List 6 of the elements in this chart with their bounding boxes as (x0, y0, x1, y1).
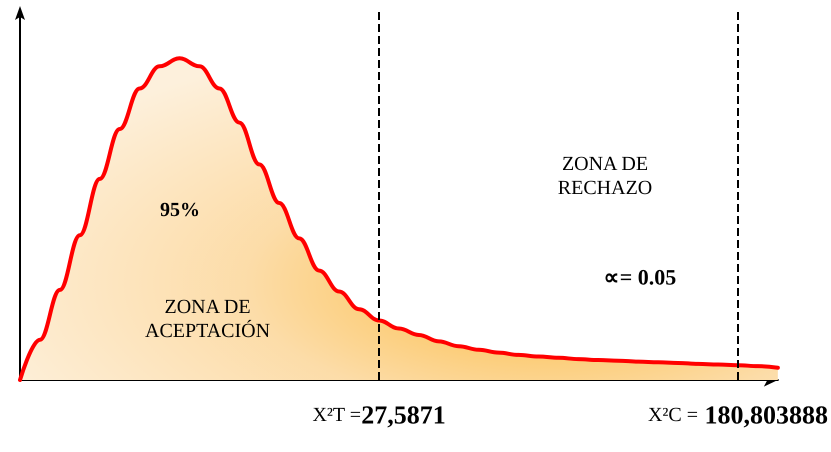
annotation: 95% (160, 199, 200, 221)
annotation: ∝= 0.05 (604, 264, 676, 290)
annotation: ZONA DE ACEPTACIÓN (144, 296, 270, 342)
x-tick-label: X²C = 180,803888 (648, 400, 828, 430)
x-tick-label: X²T =27,5871 (312, 400, 446, 430)
annotation: ZONA DE RECHAZO (558, 153, 652, 199)
